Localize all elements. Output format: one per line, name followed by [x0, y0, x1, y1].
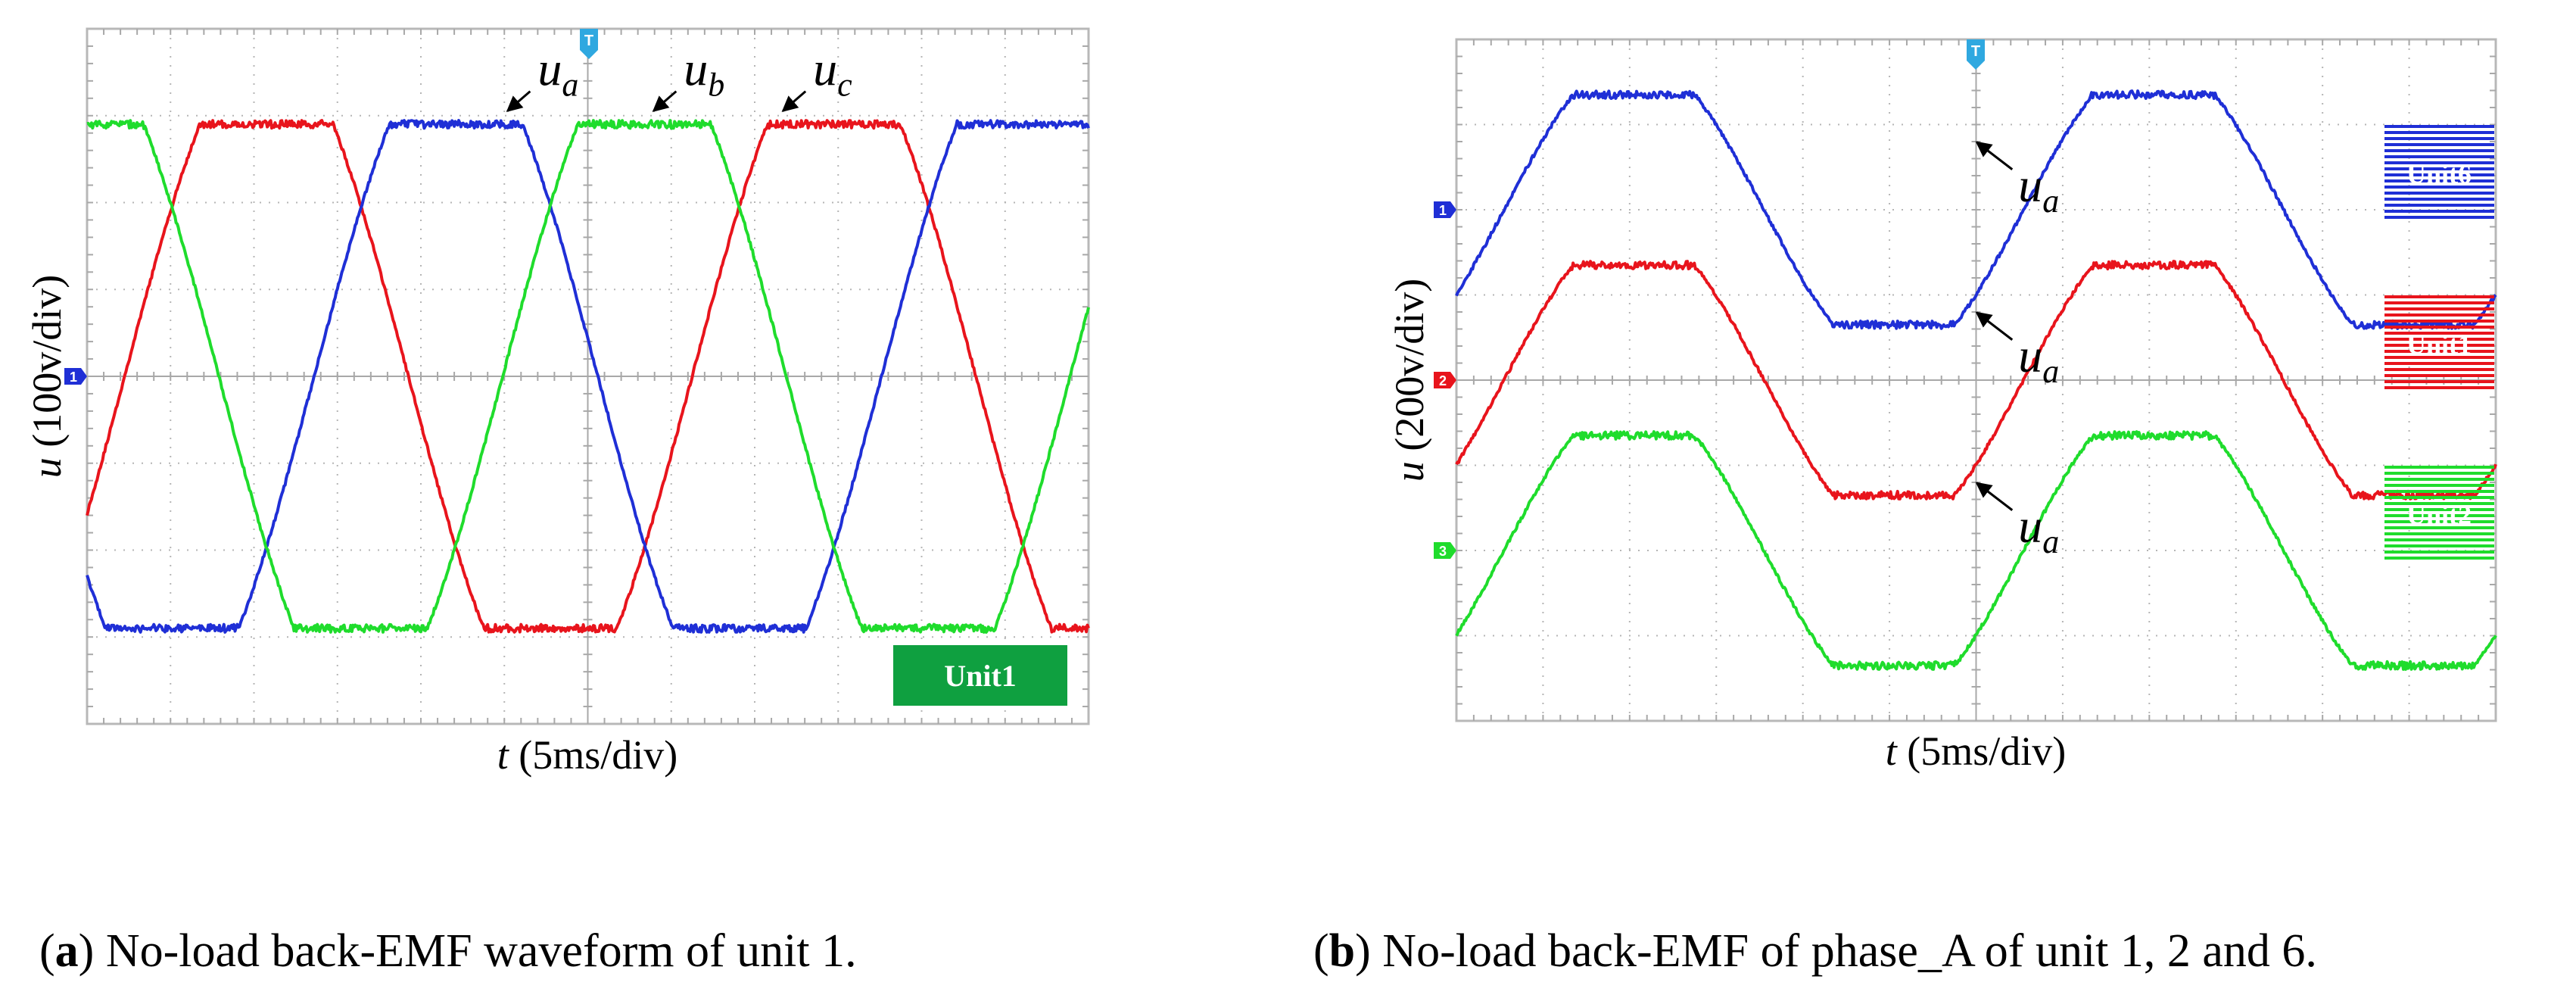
legend-b: Unit6 Unit1 Unit2 [2384, 125, 2494, 560]
legend-label: Unit6 [2406, 159, 2472, 189]
annotation-ua: ua [506, 42, 578, 112]
annotation-ua: ua [1975, 311, 2059, 390]
caption-a: (a) No-load back-EMF waveform of unit 1. [39, 925, 857, 977]
annotation-ua: ua [1975, 141, 2059, 220]
channel-marker-1: 1 [1434, 201, 1456, 218]
chart-panel-a: 1 ua ub uc Unit1 T t (5ms/div) u (100v/div… [24, 27, 1090, 778]
trigger-marker-a: T [580, 29, 598, 59]
annotation-arrow [781, 90, 807, 112]
annotation-uc: uc [781, 42, 852, 112]
series-line-unit1 [1455, 260, 2497, 501]
annotation-arrow [1975, 141, 2014, 170]
channel-marker-3: 3 [1434, 542, 1456, 559]
x-axis-label-b: t (5ms/div) [1886, 728, 2067, 774]
unit-badge-box [893, 645, 1067, 706]
channel-marker-label: 1 [70, 370, 77, 385]
grid-a [87, 29, 1089, 724]
trigger-label-b: T [1971, 43, 1980, 60]
y-axis-label-a: u (100v/div) [24, 275, 70, 478]
series-line-u-a [86, 119, 1090, 634]
channel-marker-shape [64, 368, 87, 385]
annotations-a: ua ub uc [506, 42, 852, 112]
channel-marker-shape [1434, 542, 1456, 559]
series-layer-a [86, 119, 1090, 634]
trigger-marker-b: T [1967, 39, 1985, 70]
trigger-label-a: T [584, 33, 593, 49]
channel-markers-b: 1 2 3 [1434, 201, 1456, 559]
annotation-ub: ub [652, 42, 724, 112]
annotation-arrow [1975, 482, 2014, 511]
series-line-u-c [86, 119, 1090, 634]
legend-item-unit6: Unit6 [2384, 125, 2494, 219]
annotation-label: ua [2018, 158, 2059, 220]
channel-marker-1: 1 [64, 368, 87, 385]
annotation-label: ua [2018, 329, 2059, 390]
channel-marker-2: 2 [1434, 372, 1456, 388]
annotation-arrow [506, 90, 531, 112]
legend-item-unit2: Unit2 [2384, 466, 2494, 560]
caption-b-text: No-load back-EMF of phase_A of unit 1, 2… [1382, 925, 2317, 977]
chart-panel-b: Unit6 Unit1 Unit2 1 2 3 ua ua ua T t (5ms/div)… [1387, 38, 2497, 774]
y-axis-label-b: u (200v/div) [1387, 279, 1432, 482]
channel-marker-shape [1434, 372, 1456, 388]
annotation-label: uc [813, 42, 852, 104]
annotation-ua: ua [1975, 482, 2059, 560]
annotation-label: ua [2018, 499, 2059, 560]
channel-marker-label: 1 [1439, 203, 1447, 218]
channel-marker-label: 2 [1439, 373, 1447, 388]
caption-b: (b) No-load back-EMF of phase_A of unit … [1313, 925, 2317, 977]
legend-item-unit1: Unit1 [2384, 295, 2494, 389]
series-line-unit2 [1455, 430, 2497, 671]
caption-b-letter: b [1328, 925, 1356, 977]
series-layer-b [1455, 89, 2497, 671]
channel-markers-a: 1 [64, 368, 87, 385]
annotation-label: ub [684, 42, 724, 104]
legend-label: Unit1 [2406, 329, 2472, 360]
series-line-u-b [86, 119, 1090, 634]
annotation-arrow [1975, 311, 2014, 341]
legend-label: Unit2 [2406, 500, 2472, 530]
channel-marker-label: 3 [1439, 544, 1447, 559]
unit-badge-label: Unit1 [944, 659, 1017, 693]
annotation-label: ua [537, 42, 578, 104]
grid-b [1456, 39, 2496, 721]
annotations-b: ua ua ua [1975, 141, 2059, 560]
unit-badge: Unit1 [893, 645, 1067, 706]
caption-a-text: No-load back-EMF waveform of unit 1. [105, 925, 857, 977]
annotation-arrow [652, 90, 677, 112]
x-axis-label-a: t (5ms/div) [497, 732, 678, 778]
channel-marker-shape [1434, 201, 1456, 218]
series-line-unit6 [1455, 89, 2497, 330]
caption-a-letter: a [55, 925, 79, 977]
